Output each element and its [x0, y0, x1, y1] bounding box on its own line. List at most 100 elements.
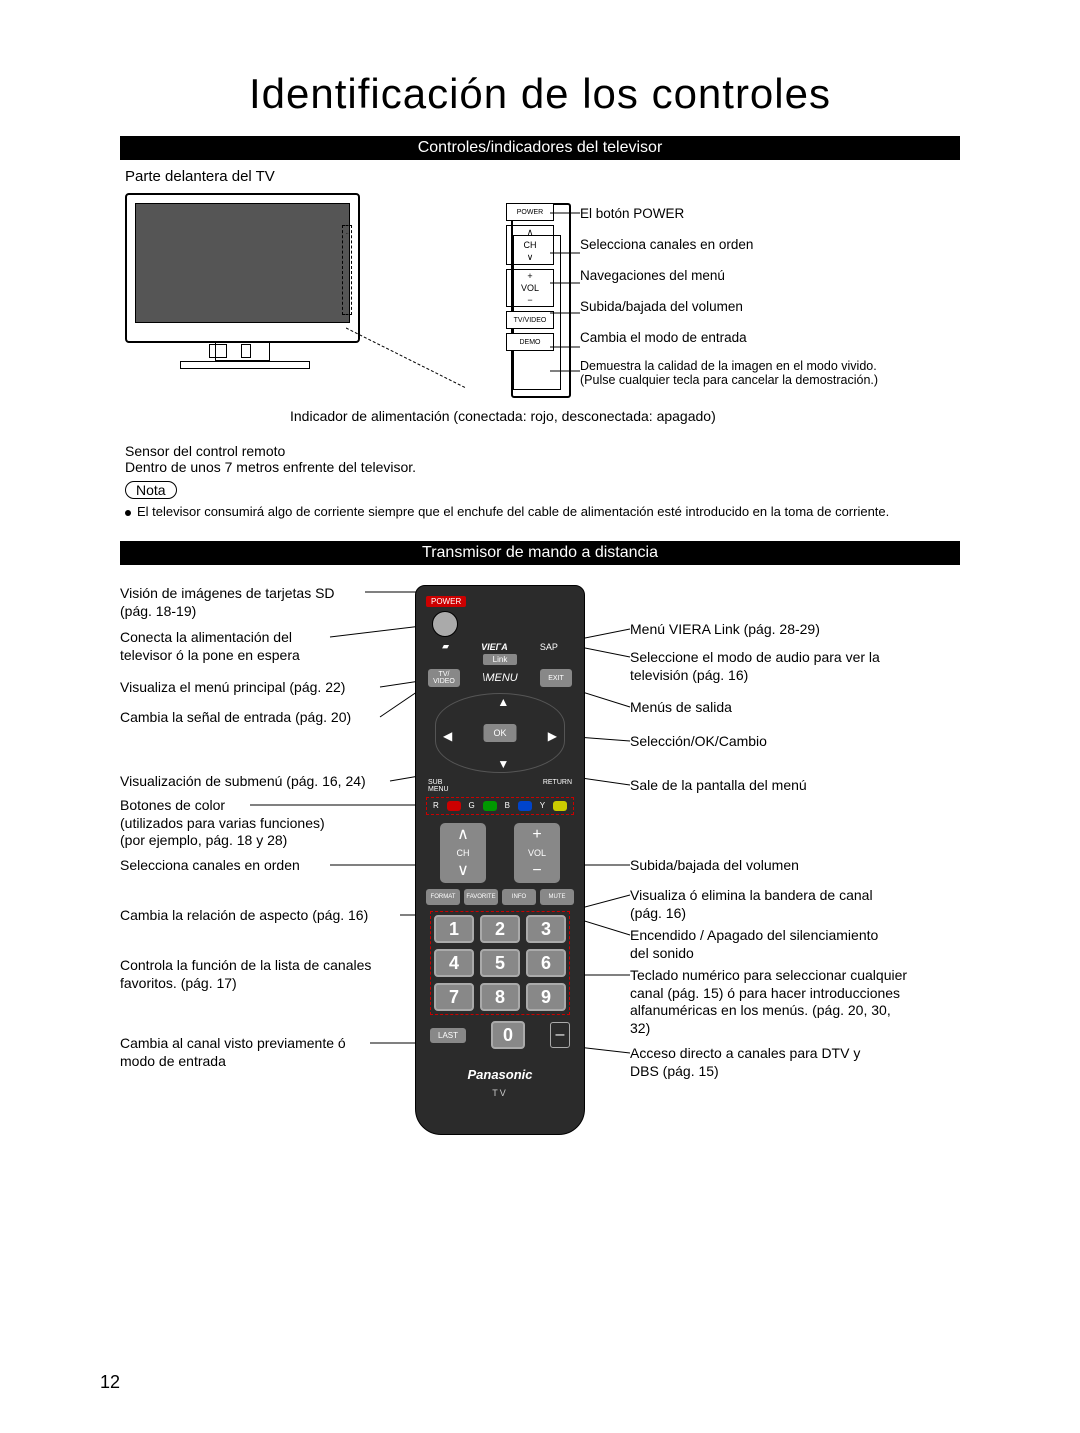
label-return: Sale de la pantalla del menú [630, 777, 890, 795]
down-arrow-icon[interactable]: ▼ [497, 757, 509, 771]
tv-subhead: Parte delantera del TV [125, 168, 1080, 185]
color-r-label: R [433, 801, 439, 811]
ch-down-icon: ∨ [457, 863, 469, 879]
return-button[interactable]: RETURN [543, 779, 572, 793]
format-button[interactable]: FORMAT [426, 889, 460, 905]
label-demo1: Demuestra la calidad de la imagen en el … [580, 359, 878, 373]
sensor-text-2: Dentro de unos 7 metros enfrente del tel… [125, 459, 1080, 475]
right-arrow-icon[interactable]: ▶ [548, 729, 557, 743]
dpad[interactable]: ▲ ▼ ◀ ▶ OK [435, 693, 565, 773]
color-row: R G B Y [426, 797, 574, 815]
power-button[interactable] [432, 611, 458, 637]
sensor-box [209, 344, 227, 358]
nota-text: El televisor consumirá algo de corriente… [125, 504, 960, 519]
remote-section-bar: Transmisor de mando a distancia [120, 541, 960, 565]
color-g-button[interactable] [483, 801, 497, 811]
indicator-box [241, 344, 251, 358]
label-exit: Menús de salida [630, 699, 890, 717]
menu-row: TV/ VIDEO \MENU EXIT [428, 669, 572, 687]
color-b-button[interactable] [518, 801, 532, 811]
color-y-button[interactable] [553, 801, 567, 811]
nota-body: El televisor consumirá algo de corriente… [137, 504, 889, 519]
ch-up-icon: ∧ [457, 827, 469, 843]
num-5-button[interactable]: 5 [480, 949, 520, 977]
label-mute: Encendido / Apagado del silenciamiento d… [630, 927, 890, 962]
num-3-button[interactable]: 3 [526, 915, 566, 943]
chvol-row: ∧ CH ∨ + VOL − [426, 823, 574, 883]
exit-button[interactable]: EXIT [540, 669, 572, 687]
page-title: Identificación de los controles [0, 70, 1080, 118]
label-ok: Selección/OK/Cambio [630, 733, 890, 751]
remote-section: Visión de imágenes de tarjetas SD (pág. … [120, 575, 980, 1155]
info-button[interactable]: INFO [502, 889, 536, 905]
ok-button[interactable]: OK [483, 724, 516, 742]
remote-body: POWER ▰ VIEГA SAP Link TV/ VIDEO \MENU E… [415, 585, 585, 1135]
label-vol-remote: Subida/bajada del volumen [630, 857, 890, 875]
tvvideo-side-btn: TV/VIDEO [506, 311, 554, 329]
vol-button[interactable]: + VOL − [514, 823, 560, 883]
link-button[interactable]: Link [483, 654, 517, 665]
tv-screen [135, 203, 350, 323]
last-row: LAST 0 – [430, 1021, 570, 1049]
up-arrow-icon[interactable]: ▲ [497, 695, 509, 709]
bullet-icon [125, 510, 131, 516]
nota-label: Nota [125, 481, 177, 499]
num-4-button[interactable]: 4 [434, 949, 474, 977]
label-ch: Selecciona canales en orden [580, 237, 878, 252]
tv-text-label: TV [426, 1088, 574, 1098]
num-2-button[interactable]: 2 [480, 915, 520, 943]
num-9-button[interactable]: 9 [526, 983, 566, 1011]
label-menu-nav: Navegaciones del menú [580, 268, 878, 283]
dash-button[interactable]: – [550, 1022, 570, 1048]
tvvideo-button[interactable]: TV/ VIDEO [428, 669, 460, 687]
submenu-button[interactable]: SUB MENU [428, 779, 449, 793]
num-6-button[interactable]: 6 [526, 949, 566, 977]
ch-button[interactable]: ∧ CH ∨ [440, 823, 486, 883]
label-dash: Acceso directo a canales para DTV y DBS … [630, 1045, 890, 1080]
callout-lines [346, 233, 516, 393]
vol-up-icon: + [532, 827, 541, 843]
sensor-text-1: Sensor del control remoto [125, 443, 1080, 459]
tv-section: POWER ∧ CH ∨ + VOL − TV/VIDEO DEMO El bo… [120, 193, 960, 443]
vol-text: VOL [528, 848, 546, 858]
numpad: 1 2 3 4 5 6 7 8 9 [430, 911, 570, 1015]
left-leaders [120, 575, 430, 1135]
ch-side-btn: ∧ CH ∨ [506, 225, 554, 265]
favorite-button[interactable]: FAVORITE [464, 889, 498, 905]
tv-section-bar: Controles/indicadores del televisor [120, 136, 960, 160]
label-viera: Menú VIERA Link (pág. 28-29) [630, 621, 890, 639]
num-0-button[interactable]: 0 [491, 1021, 525, 1049]
label-power: El botón POWER [580, 206, 878, 221]
tv-illustration [125, 193, 380, 383]
left-arrow-icon[interactable]: ◀ [443, 729, 452, 743]
side-labels: El botón POWER Selecciona canales en ord… [580, 206, 878, 403]
vol-side-btn: + VOL − [506, 269, 554, 307]
power-label: POWER [426, 596, 466, 607]
num-8-button[interactable]: 8 [480, 983, 520, 1011]
color-r-button[interactable] [447, 801, 461, 811]
label-info: Visualiza ó elimina la bandera de canal … [630, 887, 890, 922]
label-input: Cambia el modo de entrada [580, 330, 878, 345]
viera-logo: VIEГA [481, 642, 508, 652]
mute-button[interactable]: MUTE [540, 889, 574, 905]
sd-icon: ▰ [442, 641, 449, 652]
tv-stand-base [180, 361, 310, 369]
menu-text: MENU [485, 672, 517, 684]
demo-side-btn: DEMO [506, 333, 554, 351]
ffim-row: FORMAT FAVORITE INFO MUTE [426, 889, 574, 905]
label-numpad: Teclado numérico para seleccionar cualqu… [630, 967, 910, 1037]
last-button[interactable]: LAST [430, 1028, 466, 1043]
tv-body [125, 193, 360, 343]
ch-text: CH [457, 848, 470, 858]
vol-label: VOL [507, 282, 553, 294]
viera-row: ▰ VIEГA SAP [426, 641, 574, 652]
num-7-button[interactable]: 7 [434, 983, 474, 1011]
label-demo2: (Pulse cualquier tecla para cancelar la … [580, 373, 878, 387]
ch-label: CH [507, 239, 553, 251]
vol-down-icon: − [532, 863, 541, 879]
menu-button[interactable]: \MENU [482, 672, 517, 684]
power-side-btn: POWER [506, 203, 554, 221]
num-1-button[interactable]: 1 [434, 915, 474, 943]
power-row: POWER [426, 596, 574, 607]
color-g-label: G [469, 801, 475, 811]
